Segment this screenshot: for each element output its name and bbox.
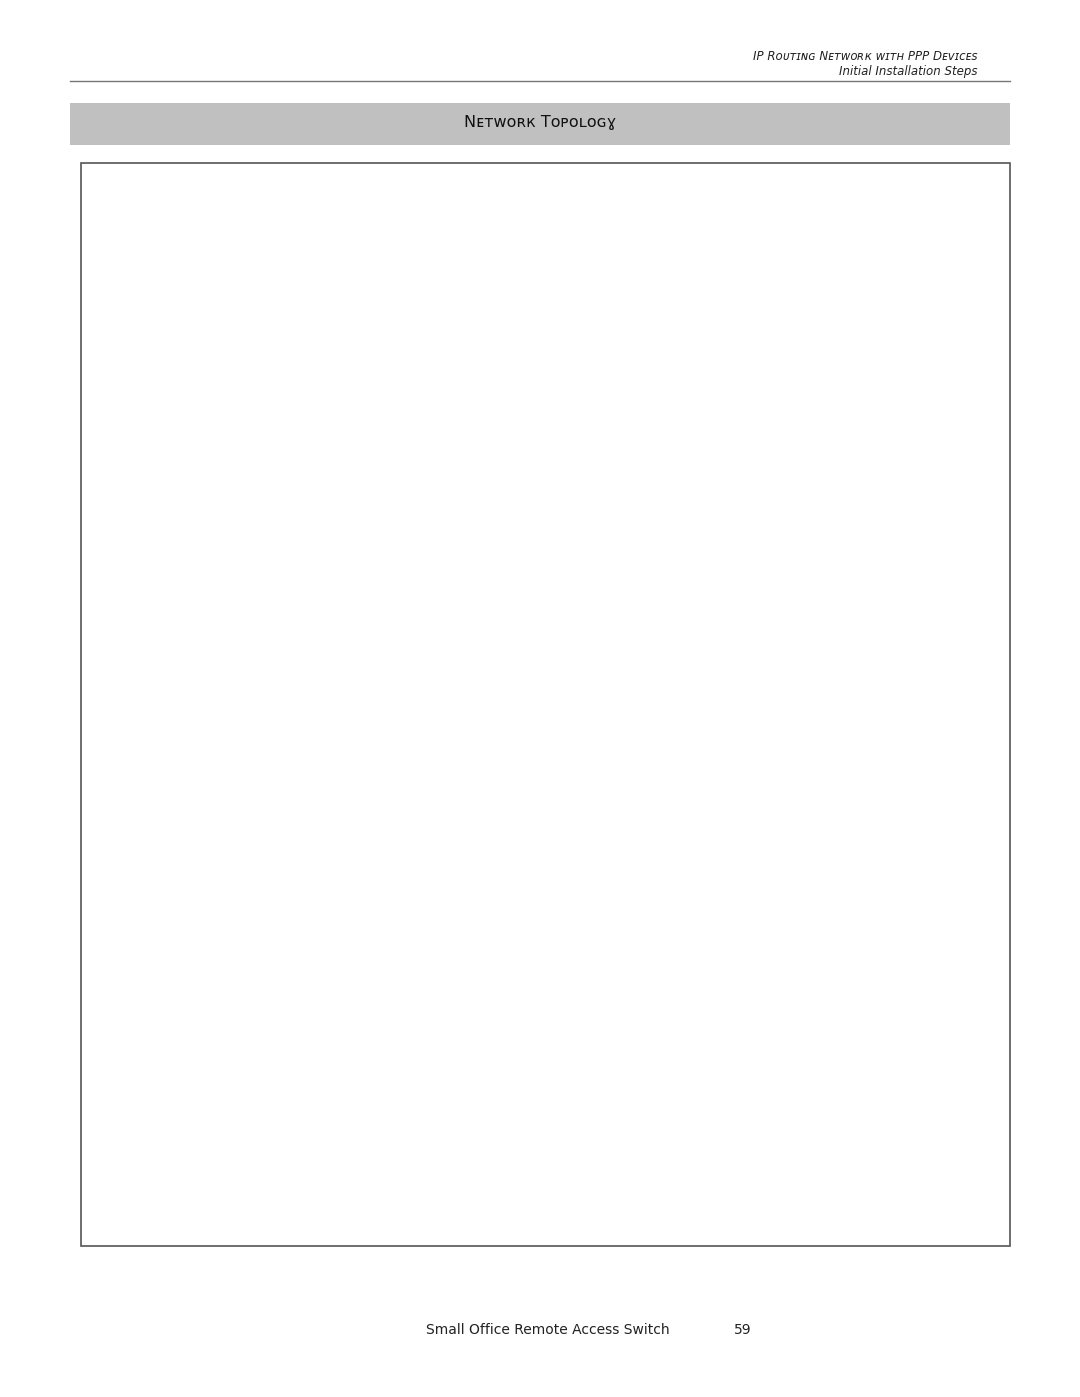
Ellipse shape <box>525 951 622 1028</box>
FancyBboxPatch shape <box>247 1087 313 1102</box>
Text: Router: Router <box>637 708 676 721</box>
FancyBboxPatch shape <box>605 1119 762 1129</box>
FancyBboxPatch shape <box>212 578 313 652</box>
Text: 128.3.3.4: 128.3.3.4 <box>253 1192 309 1206</box>
FancyBboxPatch shape <box>229 665 295 679</box>
FancyBboxPatch shape <box>449 661 494 676</box>
Text: Initial Installation Steps: Initial Installation Steps <box>839 64 977 78</box>
FancyBboxPatch shape <box>605 1108 762 1119</box>
Text: 128.1.1.7: 128.1.1.7 <box>666 844 723 856</box>
Circle shape <box>386 905 394 916</box>
Text: Host #2: Host #2 <box>257 979 305 992</box>
FancyBboxPatch shape <box>603 735 640 787</box>
Text: "SITE2": "SITE2" <box>838 1083 881 1095</box>
Text: "SITE1": "SITE1" <box>459 904 502 916</box>
Circle shape <box>714 756 724 767</box>
Text: LAN Interface 128.3.3.1: LAN Interface 128.3.3.1 <box>643 1147 782 1160</box>
Circle shape <box>761 1044 775 1060</box>
FancyBboxPatch shape <box>265 891 278 929</box>
Text: 128.1.1.3: 128.1.1.3 <box>443 844 499 856</box>
Circle shape <box>400 905 408 916</box>
FancyBboxPatch shape <box>605 1098 762 1108</box>
Text: 128.1.1.8: 128.1.1.8 <box>234 844 291 856</box>
Text: CSX150: CSX150 <box>323 865 368 879</box>
Text: Small Office Remote Access Switch: Small Office Remote Access Switch <box>426 1323 670 1337</box>
FancyBboxPatch shape <box>605 1037 762 1046</box>
FancyBboxPatch shape <box>605 1058 762 1067</box>
FancyBboxPatch shape <box>618 1139 637 1147</box>
FancyBboxPatch shape <box>600 733 751 789</box>
Ellipse shape <box>478 979 566 1049</box>
Ellipse shape <box>624 1014 694 1076</box>
FancyBboxPatch shape <box>264 890 320 930</box>
Ellipse shape <box>705 517 765 573</box>
FancyBboxPatch shape <box>605 1129 762 1140</box>
Ellipse shape <box>564 992 652 1070</box>
FancyBboxPatch shape <box>226 1066 336 1091</box>
Circle shape <box>365 905 374 916</box>
Circle shape <box>414 905 422 916</box>
FancyBboxPatch shape <box>449 615 494 630</box>
FancyBboxPatch shape <box>441 548 502 732</box>
Text: IP Rᴏᴜᴛɪɴɢ Nᴇᴛᴡᴏʀк ᴡɪᴛн PPP Dᴇᴠɪсᴇѕ: IP Rᴏᴜᴛɪɴɢ Nᴇᴛᴡᴏʀк ᴡɪᴛн PPP Dᴇᴠɪсᴇѕ <box>753 49 977 63</box>
Circle shape <box>779 1069 805 1098</box>
Circle shape <box>785 1076 799 1091</box>
FancyBboxPatch shape <box>605 1077 762 1088</box>
FancyBboxPatch shape <box>605 1067 762 1077</box>
FancyBboxPatch shape <box>449 591 494 606</box>
FancyBboxPatch shape <box>759 1034 824 1144</box>
FancyBboxPatch shape <box>221 590 302 644</box>
Ellipse shape <box>580 979 669 1049</box>
FancyBboxPatch shape <box>262 890 447 932</box>
FancyBboxPatch shape <box>605 1088 762 1098</box>
FancyBboxPatch shape <box>207 644 318 668</box>
Circle shape <box>392 905 402 916</box>
Circle shape <box>761 1065 775 1081</box>
Text: Cyber SWITCH 150: Cyber SWITCH 150 <box>301 908 348 912</box>
Ellipse shape <box>495 992 582 1070</box>
Text: LAN 1: LAN 1 <box>949 819 986 828</box>
FancyBboxPatch shape <box>672 1139 691 1147</box>
Text: Phone Number:
918105551234: Phone Number: 918105551234 <box>151 895 235 919</box>
Text: 59: 59 <box>734 1323 752 1337</box>
FancyBboxPatch shape <box>449 638 494 654</box>
FancyBboxPatch shape <box>240 1011 321 1067</box>
Circle shape <box>673 485 781 610</box>
Circle shape <box>427 905 436 916</box>
Circle shape <box>420 905 429 916</box>
Circle shape <box>372 905 381 916</box>
Circle shape <box>720 756 731 767</box>
Text: LAN Interface 128.1.1.1: LAN Interface 128.1.1.1 <box>355 787 495 800</box>
Text: CSX150: CSX150 <box>666 1003 713 1016</box>
Text: Internet: Internet <box>703 455 751 469</box>
Text: File Server: File Server <box>440 522 502 535</box>
Text: IP UnNumbered Interface for
SITE1 and SITE2: IP UnNumbered Interface for SITE1 and SI… <box>272 1007 429 1031</box>
FancyBboxPatch shape <box>645 1139 664 1147</box>
FancyBboxPatch shape <box>449 569 494 584</box>
Circle shape <box>728 756 738 767</box>
Text: Phone Number:
913135553232: Phone Number: 913135553232 <box>489 1065 575 1088</box>
Ellipse shape <box>510 1025 637 1087</box>
Ellipse shape <box>453 1014 523 1076</box>
Text: Nᴇᴛᴡᴏʀк Tᴏᴘᴏʟᴏɢɣ: Nᴇᴛᴡᴏʀк Tᴏᴘᴏʟᴏɢɣ <box>464 116 616 130</box>
Circle shape <box>406 905 416 916</box>
Circle shape <box>481 566 492 578</box>
Text: Host #1: Host #1 <box>239 556 286 570</box>
FancyBboxPatch shape <box>605 1046 762 1058</box>
Circle shape <box>379 905 388 916</box>
Text: ISDN: ISDN <box>536 1020 610 1049</box>
FancyBboxPatch shape <box>598 1027 827 1151</box>
Text: LAN 2: LAN 2 <box>127 1192 164 1201</box>
FancyBboxPatch shape <box>230 1000 332 1076</box>
Ellipse shape <box>689 543 716 564</box>
